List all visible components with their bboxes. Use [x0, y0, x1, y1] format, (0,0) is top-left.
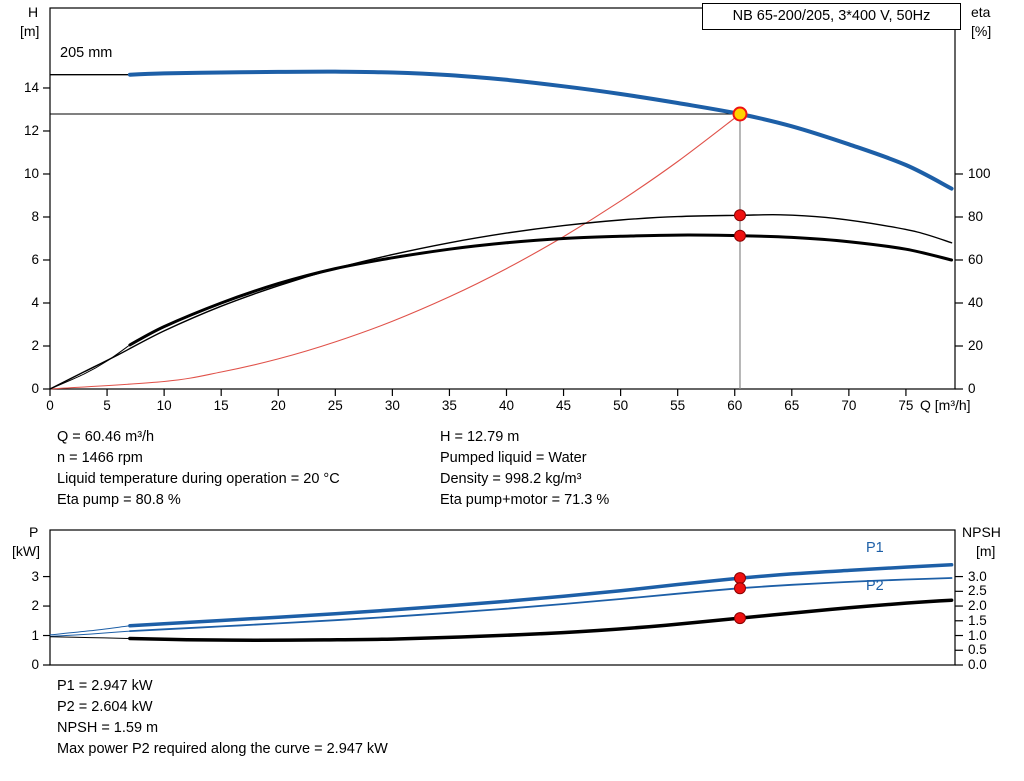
info-line-eta-pump: Eta pump = 80.8 % — [57, 492, 181, 508]
npsh-curve-series — [128, 598, 954, 642]
duty-point-marker[interactable] — [732, 106, 748, 122]
p1-leadin-series — [49, 625, 131, 636]
duty-info-left: Q = 60.46 m³/h n = 1466 rpm Liquid tempe… — [57, 427, 340, 511]
eta-axis-title: eta — [971, 4, 991, 20]
eta-pump-motor-series — [128, 233, 954, 347]
pump-model-box: NB 65-200/205, 3*400 V, 50Hz — [702, 3, 961, 30]
h-axis-title: H — [28, 4, 39, 20]
info-line-q: Q = 60.46 m³/h — [57, 429, 155, 445]
eta-pump-series — [49, 214, 953, 390]
info-line-p1: P1 = 2.947 kW — [57, 678, 153, 694]
info-line-liquid: Pumped liquid = Water — [440, 450, 587, 466]
plot-border — [49, 7, 956, 390]
q-axis-title: Q [m³/h] — [920, 397, 971, 413]
power-info: P1 = 2.947 kW P2 = 2.604 kW NPSH = 1.59 … — [57, 676, 388, 760]
p2-curve-series — [129, 577, 953, 632]
npsh-axis-unit: [m] — [976, 543, 996, 559]
info-line-temp: Liquid temperature during operation = 20… — [57, 471, 340, 487]
info-line-density: Density = 998.2 kg/m³ — [440, 471, 582, 487]
plot-border — [49, 529, 956, 666]
eta-pump-motor-leadin-series — [49, 344, 131, 390]
npsh-point-marker — [733, 612, 746, 625]
eta-pump-point-marker — [733, 209, 746, 222]
eta-pump-motor-point-marker — [733, 229, 746, 242]
info-line-npsh: NPSH = 1.59 m — [57, 720, 159, 736]
info-line-h: H = 12.79 m — [440, 429, 520, 445]
h-axis-unit: [m] — [20, 23, 40, 39]
p1-curve-series — [128, 563, 954, 628]
info-line-p2: P2 = 2.604 kW — [57, 699, 153, 715]
info-line-eta-total: Eta pump+motor = 71.3 % — [440, 492, 610, 508]
duty-info-right: H = 12.79 m Pumped liquid = Water Densit… — [440, 427, 609, 511]
p2-point-marker — [733, 582, 746, 595]
info-line-n: n = 1466 rpm — [57, 450, 143, 466]
p1-point-marker — [733, 572, 746, 585]
p2-leadin-series — [49, 630, 131, 637]
npsh-leadin-series — [49, 636, 131, 639]
p1-curve-label: P1 — [866, 540, 884, 556]
system-curve-series — [49, 113, 741, 390]
impeller-diameter-label: 205 mm — [60, 45, 113, 61]
p-axis-unit: [kW] — [12, 543, 40, 559]
info-line-maxpower: Max power P2 required along the curve = … — [57, 741, 388, 757]
npsh-axis-title: NPSH — [962, 524, 1001, 540]
p-axis-title: P — [29, 524, 39, 540]
eta-axis-unit: [%] — [971, 23, 992, 39]
p2-curve-label: P2 — [866, 578, 884, 594]
pump-curve-205mm-series — [127, 69, 954, 191]
